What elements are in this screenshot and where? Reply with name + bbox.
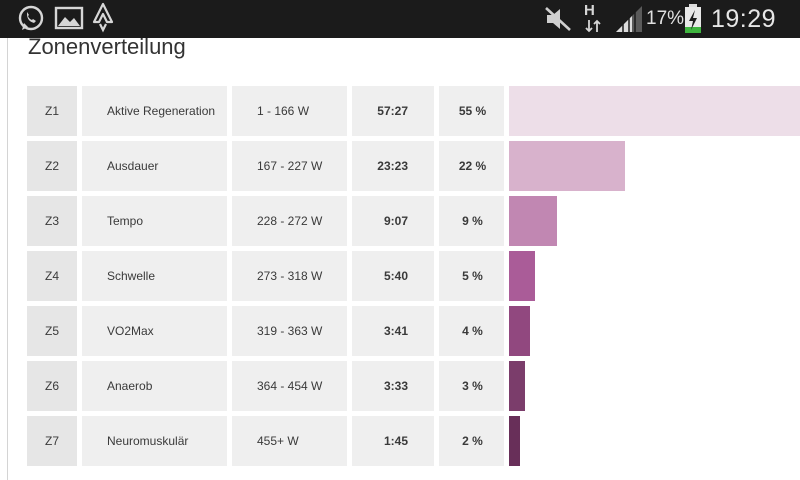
zone-percent-bar	[509, 416, 520, 466]
zone-time: 3:41	[352, 306, 434, 356]
strava-icon	[92, 2, 114, 33]
zone-name: VO2Max	[82, 306, 227, 356]
zone-name: Neuromuskulär	[82, 416, 227, 466]
zone-percent: 4 %	[439, 306, 504, 356]
zone-time: 3:33	[352, 361, 434, 411]
gallery-icon	[54, 6, 84, 30]
page-title: Zonenverteilung	[28, 34, 186, 59]
zone-time: 9:07	[352, 196, 434, 246]
zone-percent: 2 %	[439, 416, 504, 466]
zone-row: Z5 VO2Max 319 - 363 W 3:41 4 %	[0, 306, 800, 356]
hspa-data-icon: H	[583, 0, 603, 38]
zone-row: Z3 Tempo 228 - 272 W 9:07 9 %	[0, 196, 800, 246]
zone-percent-bar	[509, 361, 525, 411]
zone-percent-bar	[509, 306, 530, 356]
zone-label: Z6	[27, 361, 77, 411]
whatsapp-icon	[18, 5, 44, 31]
zone-label: Z5	[27, 306, 77, 356]
clock: 19:29	[711, 5, 777, 33]
zone-name: Ausdauer	[82, 141, 227, 191]
zone-label: Z1	[27, 86, 77, 136]
zone-percent-bar	[509, 196, 557, 246]
zone-label: Z7	[27, 416, 77, 466]
zone-label: Z4	[27, 251, 77, 301]
zone-percent-bar	[509, 251, 535, 301]
zone-percent-bar	[509, 86, 800, 136]
zone-power-range: 364 - 454 W	[232, 361, 347, 411]
zone-power-range: 319 - 363 W	[232, 306, 347, 356]
zone-power-range: 228 - 272 W	[232, 196, 347, 246]
status-bar: H 17% 19:29	[0, 0, 800, 38]
zone-row: Z2 Ausdauer 167 - 227 W 23:23 22 %	[0, 141, 800, 191]
zone-power-range: 167 - 227 W	[232, 141, 347, 191]
zone-time: 23:23	[352, 141, 434, 191]
zone-time: 1:45	[352, 416, 434, 466]
zone-percent-bar	[509, 141, 625, 191]
zone-name: Schwelle	[82, 251, 227, 301]
zone-time: 5:40	[352, 251, 434, 301]
signal-icon	[616, 6, 642, 32]
battery-percent: 17%	[646, 8, 685, 29]
zone-time: 57:27	[352, 86, 434, 136]
zone-power-range: 273 - 318 W	[232, 251, 347, 301]
zone-percent: 55 %	[439, 86, 504, 136]
zone-name: Aktive Regeneration	[82, 86, 227, 136]
zone-row: Z7 Neuromuskulär 455+ W 1:45 2 %	[0, 416, 800, 466]
zone-row: Z4 Schwelle 273 - 318 W 5:40 5 %	[0, 251, 800, 301]
zone-percent: 3 %	[439, 361, 504, 411]
zone-power-range: 455+ W	[232, 416, 347, 466]
zone-label: Z3	[27, 196, 77, 246]
zone-row: Z1 Aktive Regeneration 1 - 166 W 57:27 55 %	[0, 86, 800, 136]
battery-charging-icon	[685, 4, 701, 33]
network-type-label: H	[584, 2, 595, 19]
zone-percent: 5 %	[439, 251, 504, 301]
zone-name: Anaerob	[82, 361, 227, 411]
left-divider	[7, 38, 8, 480]
zone-power-range: 1 - 166 W	[232, 86, 347, 136]
zone-row: Z6 Anaerob 364 - 454 W 3:33 3 %	[0, 361, 800, 411]
zone-label: Z2	[27, 141, 77, 191]
mute-icon	[545, 7, 571, 31]
zone-percent: 22 %	[439, 141, 504, 191]
zone-percent: 9 %	[439, 196, 504, 246]
zone-name: Tempo	[82, 196, 227, 246]
